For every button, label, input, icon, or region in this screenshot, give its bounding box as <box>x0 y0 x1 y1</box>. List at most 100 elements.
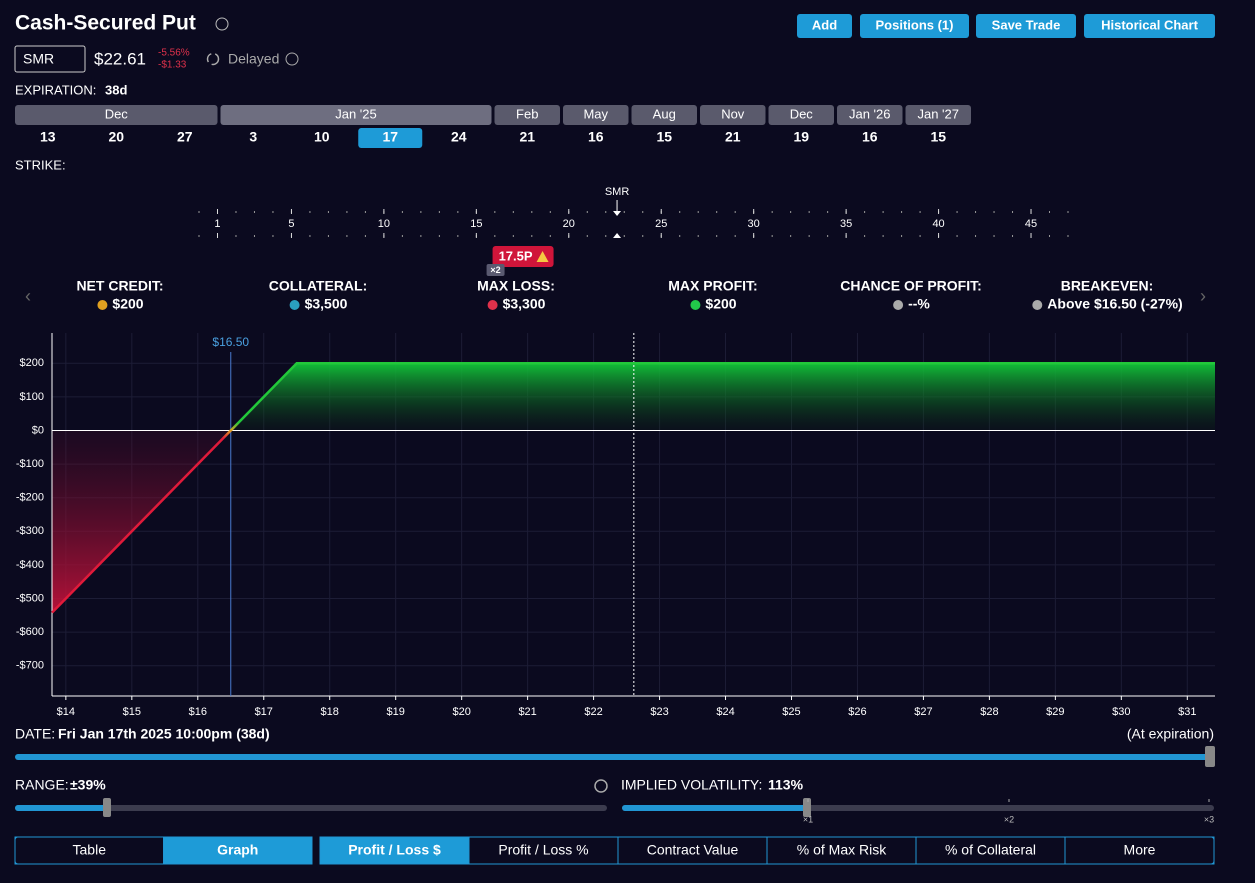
metric-icon <box>690 300 701 310</box>
ruler-dot <box>993 211 995 213</box>
month-header[interactable] <box>837 105 903 125</box>
day-label[interactable]: 3 <box>249 129 257 145</box>
date-note: (At expiration) <box>1127 726 1214 742</box>
ruler-dot <box>808 211 810 213</box>
day-label[interactable]: 16 <box>862 129 878 145</box>
ruler-dot <box>827 211 829 213</box>
page-title: Cash-Secured Put <box>15 12 196 35</box>
x-tick-label: $20 <box>452 706 470 718</box>
day-label[interactable]: 21 <box>519 129 535 145</box>
month-header[interactable] <box>15 105 218 125</box>
help-icon[interactable] <box>215 17 229 31</box>
ruler-dot <box>697 211 699 213</box>
tab[interactable] <box>163 836 313 865</box>
strike-label: STRIKE: <box>15 157 66 172</box>
x-tick-label: $19 <box>387 706 405 718</box>
day-label[interactable]: 10 <box>314 129 330 145</box>
action-label: Add <box>812 17 837 32</box>
strike-tick-label: 25 <box>655 218 667 230</box>
ruler-dot <box>975 211 977 213</box>
action-button[interactable] <box>797 14 852 38</box>
ruler-dot <box>697 235 699 237</box>
month-header[interactable] <box>631 105 698 125</box>
day-label[interactable]: 24 <box>451 129 467 145</box>
iv-fill <box>622 805 807 811</box>
x-tick-label: $14 <box>57 706 75 718</box>
strike-tick-label: 35 <box>840 218 852 230</box>
action-button[interactable] <box>976 14 1076 38</box>
ticker-input[interactable] <box>14 45 86 73</box>
ruler-dot <box>1012 235 1014 237</box>
y-tick-label: -$400 <box>16 559 44 571</box>
change-abs: -$1.33 <box>158 60 187 71</box>
ruler-dot <box>235 211 237 213</box>
x-tick-label: $18 <box>321 706 339 718</box>
day-label[interactable]: 15 <box>930 129 946 145</box>
y-tick-label: $200 <box>20 357 44 369</box>
slider-thumb[interactable] <box>103 798 111 817</box>
ruler-dot <box>494 211 496 213</box>
next-arrow[interactable]: › <box>1200 286 1206 306</box>
month-header[interactable] <box>494 105 561 125</box>
ruler-dot <box>1049 211 1051 213</box>
ruler-dot <box>586 211 588 213</box>
ruler-dot <box>346 211 348 213</box>
ruler-dot <box>531 235 533 237</box>
strike-tick-label: 1 <box>214 218 220 230</box>
ruler-dot <box>882 235 884 237</box>
ruler-dot <box>272 211 274 213</box>
month-label: Dec <box>790 106 814 121</box>
month-header[interactable] <box>905 105 972 125</box>
range-fill <box>15 805 107 811</box>
ruler-dot <box>679 235 681 237</box>
month-header[interactable] <box>700 105 766 125</box>
tab[interactable] <box>1064 836 1215 865</box>
day-label[interactable]: 17 <box>382 129 398 145</box>
tab[interactable] <box>319 836 470 865</box>
action-button[interactable] <box>860 14 969 38</box>
help-icon[interactable] <box>285 52 299 66</box>
day-label[interactable]: 20 <box>108 129 124 145</box>
range-slider[interactable] <box>15 805 607 811</box>
target-icon[interactable] <box>594 779 608 793</box>
slider-thumb[interactable] <box>803 798 811 817</box>
prev-arrow[interactable]: ‹ <box>25 286 31 306</box>
month-header[interactable] <box>563 105 629 125</box>
month-label: May <box>583 106 608 121</box>
ruler-dot <box>864 235 866 237</box>
iv-value: 113% <box>768 777 804 793</box>
ruler-dot <box>975 235 977 237</box>
ruler-dot <box>864 211 866 213</box>
tab-label: More <box>1124 842 1156 858</box>
x-tick-label: $23 <box>650 706 668 718</box>
month-header[interactable] <box>768 105 835 125</box>
ruler-dot <box>438 211 440 213</box>
x-tick-label: $29 <box>1046 706 1064 718</box>
strike-tick-label: 30 <box>748 218 760 230</box>
tab-label: % of Collateral <box>945 842 1036 858</box>
iv-tick <box>1208 799 1210 802</box>
x-tick-label: $17 <box>255 706 273 718</box>
day-label[interactable]: 15 <box>656 129 672 145</box>
strike-badge-label: 17.5P <box>499 248 533 263</box>
y-tick-label: -$300 <box>16 525 44 537</box>
day-label[interactable]: 19 <box>793 129 809 145</box>
ruler-dot <box>623 211 625 213</box>
day-label[interactable]: 21 <box>725 129 741 145</box>
ruler-dot <box>531 211 533 213</box>
action-button[interactable] <box>1084 14 1215 38</box>
ruler-dot <box>623 235 625 237</box>
day-label[interactable]: 16 <box>588 129 604 145</box>
date-slider[interactable] <box>15 754 1210 760</box>
refresh-icon[interactable] <box>206 52 220 66</box>
ruler-dot <box>549 235 551 237</box>
ruler-dot <box>901 235 903 237</box>
month-header[interactable] <box>220 105 492 125</box>
slider-thumb[interactable] <box>1205 746 1215 767</box>
day-label[interactable]: 27 <box>177 129 193 145</box>
selected-day[interactable] <box>358 128 423 148</box>
day-label[interactable]: 13 <box>40 129 56 145</box>
status: Delayed <box>228 51 279 67</box>
x-tick-label: $15 <box>123 706 141 718</box>
